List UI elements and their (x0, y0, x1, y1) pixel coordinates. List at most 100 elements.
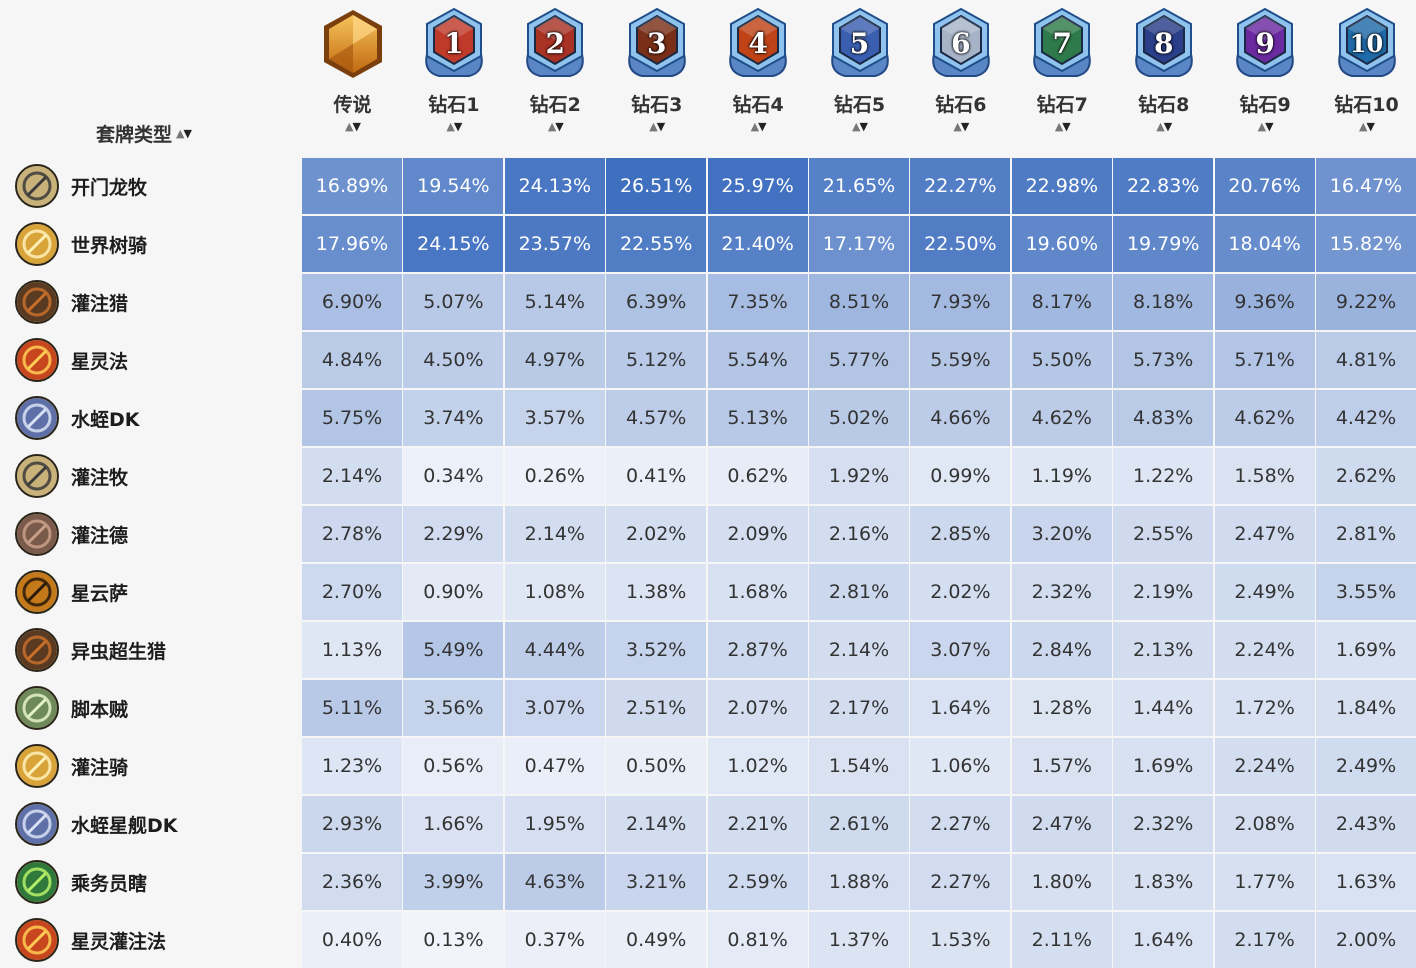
value-cell: 4.62% (1011, 390, 1112, 446)
deck-row[interactable]: 乘务员瞎 (0, 854, 302, 910)
sort-toggle-icon[interactable]: ▲ ▼ (1257, 120, 1274, 133)
value-cell: 8.17% (1011, 274, 1112, 330)
value-cell: 5.11% (302, 680, 402, 736)
deck-name: 星灵灌注法 (71, 930, 167, 953)
rank-badge-number: 1 (444, 27, 464, 60)
sort-toggle-icon[interactable]: ▲ ▼ (953, 120, 969, 133)
rank-label: 钻石3 (631, 94, 683, 116)
deck-row[interactable]: 星灵灌注法 (0, 912, 302, 968)
sort-toggle-icon[interactable]: ▲ ▼ (750, 120, 767, 133)
value-cell: 24.15% (403, 216, 504, 272)
deck-row[interactable]: 星灵法 (0, 332, 302, 388)
value-cell: 22.27% (910, 158, 1011, 214)
deck-name: 乘务员瞎 (71, 872, 148, 895)
sort-toggle-icon[interactable]: ▲ ▼ (446, 120, 462, 133)
deck-row[interactable]: 开门龙牧 (0, 158, 302, 214)
sort-toggle-icon[interactable]: ▲ ▼ (1359, 120, 1375, 133)
deck-name: 灌注骑 (71, 756, 129, 779)
rank-column-header[interactable]: 2 钻石2 ▲ ▼ (505, 0, 606, 156)
rank-badge-number: 5 (849, 27, 870, 60)
diamond-rank-4-icon: 4 (723, 6, 793, 82)
value-cell: 8.18% (1113, 274, 1214, 330)
priest-class-icon (15, 454, 59, 498)
value-cell: 2.81% (1316, 506, 1416, 562)
deck-row[interactable]: 灌注德 (0, 506, 302, 562)
value-cell: 0.26% (504, 448, 605, 504)
value-cell: 1.22% (1113, 448, 1214, 504)
value-cell: 2.78% (302, 506, 402, 562)
deck-row[interactable]: 异虫超生猎 (0, 622, 302, 678)
sort-toggle-icon[interactable]: ▲ ▼ (1054, 120, 1071, 133)
deck-name: 灌注牧 (71, 466, 129, 489)
value-cell: 1.28% (1011, 680, 1112, 736)
value-cell: 1.54% (809, 738, 909, 794)
value-cell: 5.12% (606, 332, 707, 388)
rank-column-header[interactable]: 3 钻石3 ▲ ▼ (606, 0, 707, 156)
deck-row[interactable]: 星云萨 (0, 564, 302, 620)
value-cell: 1.08% (504, 564, 605, 620)
value-cell: 2.02% (910, 564, 1011, 620)
value-cell: 5.71% (1214, 332, 1315, 388)
deck-type-header[interactable]: 套牌类型 ▲ ▼ (96, 118, 192, 148)
sort-toggle-icon[interactable]: ▲ ▼ (345, 120, 361, 133)
sort-toggle-icon[interactable]: ▲ ▼ (649, 120, 665, 133)
value-cell: 16.47% (1316, 158, 1416, 214)
deck-type-label: 套牌类型 (96, 123, 173, 146)
deck-row[interactable]: 世界树骑 (0, 216, 302, 272)
sort-toggle-icon[interactable]: ▲ ▼ (1156, 120, 1172, 133)
rank-label: 钻石7 (1036, 94, 1088, 116)
value-cell: 0.81% (707, 912, 808, 968)
deck-row[interactable]: 灌注牧 (0, 448, 302, 504)
value-cell: 2.29% (403, 506, 504, 562)
value-cell: 1.92% (809, 448, 909, 504)
hunter-class-icon (15, 280, 59, 324)
deck-name: 星灵法 (71, 350, 129, 373)
value-cell: 19.54% (403, 158, 504, 214)
sort-toggle-icon[interactable]: ▲ ▼ (547, 120, 564, 133)
diamond-rank-9-icon: 9 (1230, 6, 1300, 82)
value-cell: 0.62% (707, 448, 808, 504)
value-cell: 3.20% (1011, 506, 1112, 562)
value-cell: 2.02% (606, 506, 707, 562)
value-cell: 15.82% (1316, 216, 1416, 272)
diamond-rank-8-icon: 8 (1129, 6, 1199, 82)
rank-column-header[interactable]: 1 钻石1 ▲ ▼ (403, 0, 504, 156)
rank-column-header[interactable]: 4 钻石4 ▲ ▼ (708, 0, 809, 156)
value-cell: 0.37% (504, 912, 605, 968)
value-cell: 4.57% (606, 390, 707, 446)
deck-name: 异虫超生猎 (71, 640, 167, 663)
value-cell: 22.98% (1011, 158, 1112, 214)
rank-label: 钻石4 (732, 94, 784, 116)
rank-column-header[interactable]: 9 钻石9 ▲ ▼ (1215, 0, 1316, 156)
rank-column-header[interactable]: 8 钻石8 ▲ ▼ (1113, 0, 1214, 156)
value-cell: 2.09% (707, 506, 808, 562)
rank-column-header[interactable]: 7 钻石7 ▲ ▼ (1012, 0, 1113, 156)
rank-column-header[interactable]: 传说 ▲ ▼ (302, 0, 403, 156)
value-cell: 2.51% (606, 680, 707, 736)
value-cell: 0.99% (910, 448, 1011, 504)
deck-row[interactable]: 灌注骑 (0, 738, 302, 794)
deck-type-sort-icon[interactable]: ▲ ▼ (176, 126, 192, 140)
value-cell: 24.13% (504, 158, 605, 214)
rank-column-header[interactable]: 5 钻石5 ▲ ▼ (809, 0, 910, 156)
value-cell: 4.66% (910, 390, 1011, 446)
death-knight-class-icon (15, 396, 59, 440)
rank-badge-number: 9 (1255, 27, 1275, 60)
sort-toggle-icon[interactable]: ▲ ▼ (852, 120, 868, 133)
deck-row[interactable]: 灌注猎 (0, 274, 302, 330)
rank-column-header[interactable]: 10 钻石10 ▲ ▼ (1316, 0, 1416, 156)
deck-row[interactable]: 水蛭星舰DK (0, 796, 302, 852)
deck-row[interactable]: 脚本贼 (0, 680, 302, 736)
value-cell: 2.24% (1214, 622, 1315, 678)
demon-hunter-class-icon (15, 860, 59, 904)
rank-column-header[interactable]: 6 钻石6 ▲ ▼ (910, 0, 1011, 156)
value-cell: 2.19% (1113, 564, 1214, 620)
paladin-class-icon (15, 222, 59, 266)
value-cell: 2.11% (1011, 912, 1112, 968)
diamond-rank-7-icon: 7 (1027, 6, 1097, 82)
rank-badge-number: 8 (1153, 27, 1174, 60)
value-cell: 0.90% (403, 564, 504, 620)
value-cell: 0.50% (606, 738, 707, 794)
value-cell: 5.75% (302, 390, 402, 446)
deck-row[interactable]: 水蛭DK (0, 390, 302, 446)
